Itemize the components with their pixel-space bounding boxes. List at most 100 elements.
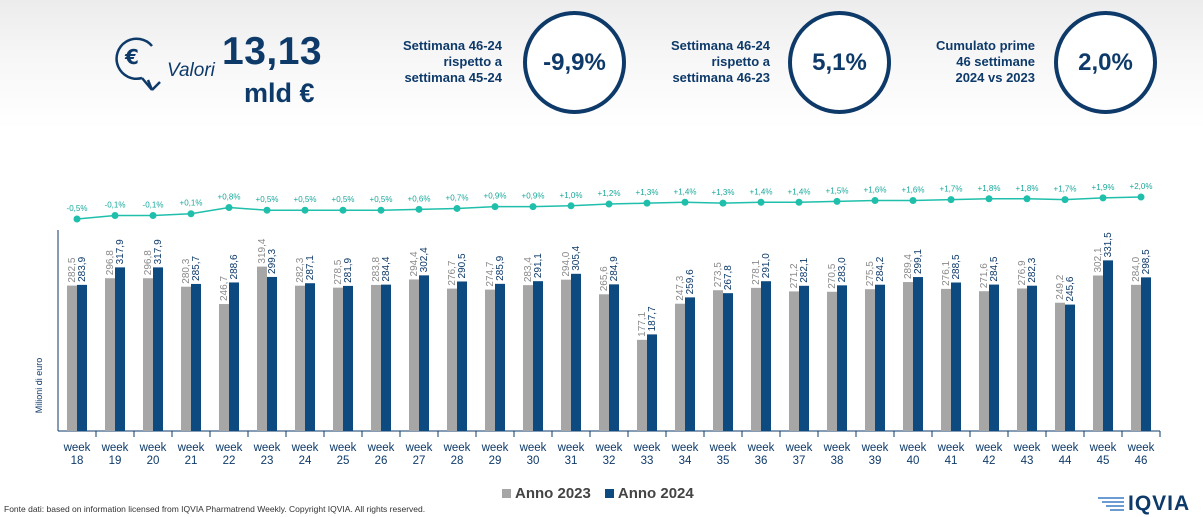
cumulative-label: +1,7% <box>1054 185 1077 194</box>
data-label-2023: 319,4 <box>257 238 268 263</box>
x-tick-label: week <box>1089 442 1117 454</box>
bar-2024 <box>381 284 391 431</box>
data-label-2024: 331,5 <box>1103 232 1114 257</box>
x-tick-label-number: 32 <box>603 455 616 467</box>
bar-2024 <box>837 285 847 431</box>
cumulative-label: +0,5% <box>370 195 393 204</box>
x-tick-label: week <box>519 442 547 454</box>
cumulative-point <box>415 205 423 213</box>
cumulative-label: +0,5% <box>332 195 355 204</box>
bar-2023 <box>219 304 229 431</box>
cumulative-point <box>377 206 385 214</box>
x-tick-label-number: 30 <box>527 455 540 467</box>
x-tick-label: week <box>671 442 699 454</box>
x-tick-label: week <box>177 442 205 454</box>
data-label-2024: 267,8 <box>723 265 734 290</box>
x-tick-label: week <box>937 442 965 454</box>
bar-2023 <box>67 285 77 431</box>
cumulative-point <box>149 211 157 219</box>
cumulative-point <box>719 199 727 207</box>
bar-2023 <box>599 294 609 431</box>
bar-2024 <box>153 267 163 431</box>
total-unit: mld € <box>244 78 315 108</box>
x-tick-label-number: 37 <box>793 455 806 467</box>
cumulative-point <box>187 210 195 218</box>
bar-2023 <box>1093 275 1103 431</box>
x-tick-label-number: 45 <box>1097 455 1110 467</box>
iqvia-logo: IQVIA <box>1098 492 1190 516</box>
x-tick-label-number: 31 <box>565 455 578 467</box>
data-label-2024: 283,9 <box>77 256 88 281</box>
cumulative-point <box>1023 195 1031 203</box>
cumulative-point <box>567 202 575 210</box>
data-label-2023: 247,3 <box>675 275 686 300</box>
data-label-2024: 288,5 <box>951 254 962 279</box>
cumulative-point <box>1137 193 1145 201</box>
bar-2024 <box>267 276 277 431</box>
cumulative-point <box>909 197 917 205</box>
bar-2024 <box>77 284 87 431</box>
cumulative-label: -0,1% <box>105 200 126 209</box>
data-label-2023: 278,1 <box>751 259 762 284</box>
cumulative-label: +1,8% <box>1016 184 1039 193</box>
data-label-2024: 245,6 <box>1065 276 1076 301</box>
cumulative-label: +1,4% <box>674 187 697 196</box>
x-tick-label: week <box>63 442 91 454</box>
bar-2024 <box>1065 304 1075 431</box>
cumulative-point <box>833 197 841 205</box>
comparison-2-line-3: settimana 46-23 <box>672 70 770 85</box>
data-label-2023: 282,5 <box>67 257 78 282</box>
x-tick-label: week <box>443 442 471 454</box>
cumulative-point <box>681 198 689 206</box>
x-tick-label-number: 29 <box>489 455 502 467</box>
cumulative-point <box>1061 196 1069 204</box>
bar-2024 <box>419 275 429 431</box>
x-tick-label-number: 34 <box>679 455 692 467</box>
data-label-2023: 294,0 <box>561 251 572 276</box>
data-label-2023: 271,6 <box>979 263 990 288</box>
x-tick-label: week <box>405 442 433 454</box>
bar-2024 <box>609 284 619 431</box>
cumulative-label: +0,6% <box>408 194 431 203</box>
bar-2023 <box>447 288 457 431</box>
bar-2023 <box>751 287 761 431</box>
data-label-2023: 246,7 <box>219 276 230 301</box>
cumulative-label: +1,9% <box>1092 183 1115 192</box>
x-tick-label-number: 25 <box>337 455 350 467</box>
data-label-2023: 296,8 <box>105 250 116 275</box>
cumulative-label: +0,9% <box>522 192 545 201</box>
data-label-2024: 299,3 <box>267 248 278 273</box>
cumulative-point <box>947 196 955 204</box>
data-label-2023: 283,8 <box>371 256 382 281</box>
x-tick-label: week <box>367 442 395 454</box>
data-label-2024: 299,1 <box>913 249 924 274</box>
x-tick-label: week <box>557 442 585 454</box>
bar-2024 <box>457 281 467 431</box>
bar-2023 <box>409 279 419 431</box>
x-tick-label-number: 36 <box>755 455 768 467</box>
comparison-3-circle: 2,0% <box>1054 11 1157 114</box>
x-tick-label-number: 24 <box>299 455 312 467</box>
data-label-2023: 274,7 <box>485 261 496 286</box>
bar-2024 <box>685 297 695 431</box>
data-label-2024: 302,4 <box>419 247 430 272</box>
x-tick-label-number: 41 <box>945 455 958 467</box>
data-label-2023: 271,2 <box>789 263 800 288</box>
data-label-2024: 298,5 <box>1141 249 1152 274</box>
bar-2023 <box>485 289 495 431</box>
cumulative-label: +0,9% <box>484 192 507 201</box>
svg-text:€: € <box>124 45 139 69</box>
cumulative-label: -0,1% <box>143 200 164 209</box>
bar-2024 <box>1103 260 1113 431</box>
x-tick-label-number: 39 <box>869 455 882 467</box>
bar-2023 <box>181 286 191 431</box>
bar-2024 <box>913 277 923 431</box>
data-label-2023: 282,3 <box>295 257 306 282</box>
cumulative-label: +1,8% <box>978 184 1001 193</box>
bar-2023 <box>827 291 837 431</box>
x-tick-label-number: 38 <box>831 455 844 467</box>
cumulative-point <box>757 198 765 206</box>
cumulative-label: +0,5% <box>294 195 317 204</box>
values-label: Valori <box>167 60 215 81</box>
data-label-2024: 284,2 <box>875 256 886 281</box>
